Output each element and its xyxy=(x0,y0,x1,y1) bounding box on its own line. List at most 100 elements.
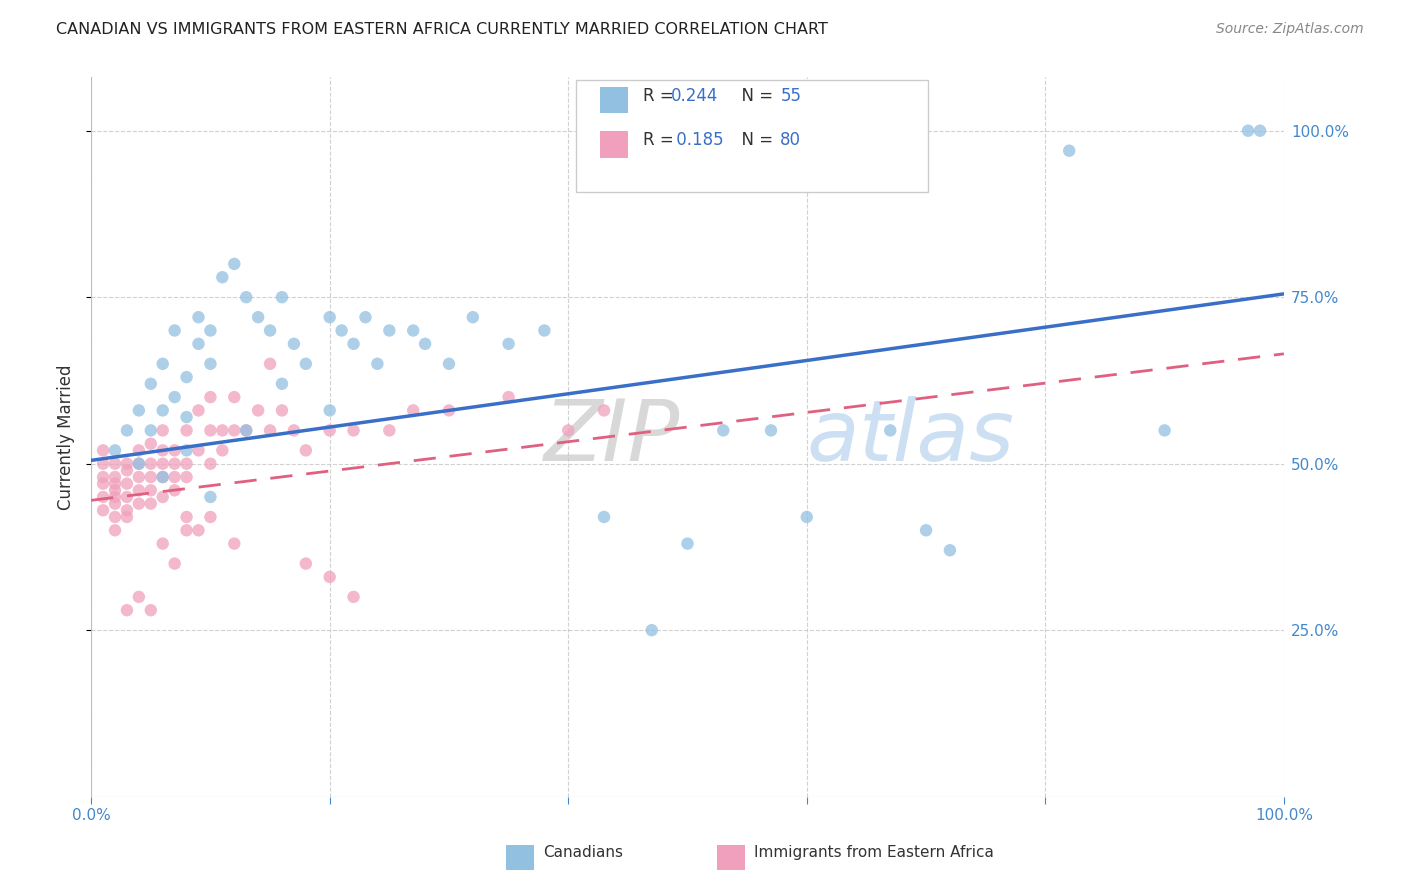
Point xyxy=(295,357,318,371)
Text: ZIP: ZIP xyxy=(544,395,681,478)
Point xyxy=(342,336,364,351)
Point xyxy=(163,483,186,498)
Point xyxy=(128,457,150,471)
Point xyxy=(318,424,340,438)
Point xyxy=(247,310,270,325)
Point xyxy=(342,590,364,604)
Point xyxy=(115,510,138,524)
Point xyxy=(176,470,198,484)
Point xyxy=(939,543,962,558)
Point xyxy=(176,370,198,384)
Point xyxy=(879,424,901,438)
Text: Canadians: Canadians xyxy=(543,845,623,860)
Text: 0.185: 0.185 xyxy=(671,131,723,149)
Text: R =: R = xyxy=(643,87,679,104)
Point xyxy=(128,590,150,604)
Point xyxy=(796,510,818,524)
Point xyxy=(176,457,198,471)
Point xyxy=(187,403,209,417)
Point xyxy=(139,483,162,498)
Point xyxy=(211,270,233,285)
Point xyxy=(128,483,150,498)
Point xyxy=(224,257,246,271)
Point xyxy=(152,470,174,484)
Point xyxy=(235,424,257,438)
Point xyxy=(152,490,174,504)
Point xyxy=(498,336,520,351)
Point xyxy=(271,376,294,391)
Point xyxy=(128,403,150,417)
Point xyxy=(641,623,664,637)
Point xyxy=(128,443,150,458)
Point xyxy=(176,523,198,537)
Point xyxy=(163,557,186,571)
Point xyxy=(200,457,222,471)
Point xyxy=(115,603,138,617)
Point xyxy=(91,457,114,471)
Point xyxy=(115,490,138,504)
Text: 0.244: 0.244 xyxy=(671,87,718,104)
Point xyxy=(91,470,114,484)
Point xyxy=(104,457,127,471)
Text: CANADIAN VS IMMIGRANTS FROM EASTERN AFRICA CURRENTLY MARRIED CORRELATION CHART: CANADIAN VS IMMIGRANTS FROM EASTERN AFRI… xyxy=(56,22,828,37)
Point xyxy=(271,290,294,304)
Point xyxy=(498,390,520,404)
Point xyxy=(187,310,209,325)
Point xyxy=(211,424,233,438)
Point xyxy=(200,510,222,524)
Point xyxy=(139,376,162,391)
Point xyxy=(342,424,364,438)
Point xyxy=(437,357,460,371)
Point xyxy=(402,324,425,338)
Point xyxy=(318,570,340,584)
Point xyxy=(200,490,222,504)
Point xyxy=(115,476,138,491)
Point xyxy=(259,424,281,438)
Point xyxy=(413,336,436,351)
Point xyxy=(163,457,186,471)
Y-axis label: Currently Married: Currently Married xyxy=(58,364,75,510)
Point xyxy=(283,336,305,351)
Point xyxy=(176,510,198,524)
Point xyxy=(139,497,162,511)
Point xyxy=(759,424,782,438)
Point xyxy=(915,523,938,537)
Point xyxy=(187,443,209,458)
Point xyxy=(91,490,114,504)
Point xyxy=(152,443,174,458)
Point xyxy=(437,403,460,417)
Point xyxy=(557,424,579,438)
Point xyxy=(366,357,388,371)
Point xyxy=(235,424,257,438)
Point xyxy=(247,403,270,417)
Point xyxy=(187,523,209,537)
Point xyxy=(104,470,127,484)
Point xyxy=(139,457,162,471)
Point xyxy=(318,310,340,325)
Point xyxy=(91,443,114,458)
Point xyxy=(91,476,114,491)
Point xyxy=(176,410,198,425)
Point xyxy=(1057,144,1080,158)
Point xyxy=(163,324,186,338)
Point xyxy=(91,503,114,517)
Point xyxy=(152,536,174,550)
Point xyxy=(187,336,209,351)
Point xyxy=(593,403,616,417)
Text: 80: 80 xyxy=(780,131,801,149)
Point xyxy=(115,457,138,471)
Point xyxy=(200,424,222,438)
Point xyxy=(200,390,222,404)
Text: Source: ZipAtlas.com: Source: ZipAtlas.com xyxy=(1216,22,1364,37)
Text: atlas: atlas xyxy=(807,395,1015,478)
Point xyxy=(128,470,150,484)
Point xyxy=(224,390,246,404)
Point xyxy=(115,503,138,517)
Point xyxy=(128,457,150,471)
Point xyxy=(593,510,616,524)
Point xyxy=(104,523,127,537)
Point xyxy=(402,403,425,417)
Point xyxy=(163,470,186,484)
Point xyxy=(152,403,174,417)
Point xyxy=(224,424,246,438)
